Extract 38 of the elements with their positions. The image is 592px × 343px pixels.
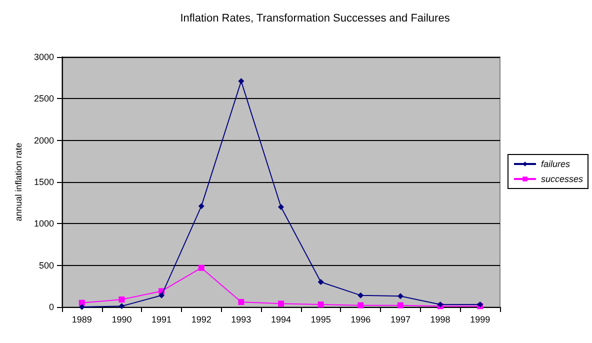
point [118, 303, 125, 310]
point [397, 293, 404, 300]
point [158, 292, 165, 298]
point [358, 302, 364, 308]
x-tick-label: 1993 [231, 314, 252, 324]
chart-title: Inflation Rates, Transformation Successes and Failures [180, 12, 450, 24]
point [318, 279, 324, 285]
point [278, 300, 284, 307]
point [78, 304, 85, 310]
x-tick-label: 1994 [270, 314, 292, 324]
y-axis-title: annual inflation rate [14, 142, 24, 222]
y-tick-label: 1000 [34, 218, 54, 229]
x-tick-label: 1991 [152, 314, 172, 324]
x-tick-label: 1998 [430, 314, 450, 324]
x-tick-label: 1989 [72, 314, 92, 324]
point [358, 292, 364, 298]
y-tick-label: 2000 [34, 135, 54, 146]
x-tick-label: 1999 [470, 314, 490, 324]
x-tick-label: 1992 [191, 314, 212, 324]
point [198, 203, 204, 210]
x-tick-label: 1997 [390, 314, 410, 324]
point [198, 264, 204, 271]
x-tick-label: 1990 [112, 314, 132, 324]
y-tick-label: 2500 [34, 94, 54, 104]
legend-label: successes [540, 174, 584, 184]
x-tick-label: 1995 [310, 314, 331, 324]
point [278, 204, 284, 210]
y-tick-label: 3000 [34, 52, 54, 62]
point [397, 302, 404, 308]
point [118, 296, 125, 302]
x-tick-label: 1996 [350, 314, 371, 324]
y-tick-label: 1500 [34, 177, 54, 187]
point [238, 78, 244, 84]
y-tick-label: 0 [48, 302, 54, 312]
y-tick-label: 500 [38, 260, 54, 270]
legend-label: failures [540, 159, 570, 169]
point [318, 302, 324, 308]
point [238, 299, 244, 305]
